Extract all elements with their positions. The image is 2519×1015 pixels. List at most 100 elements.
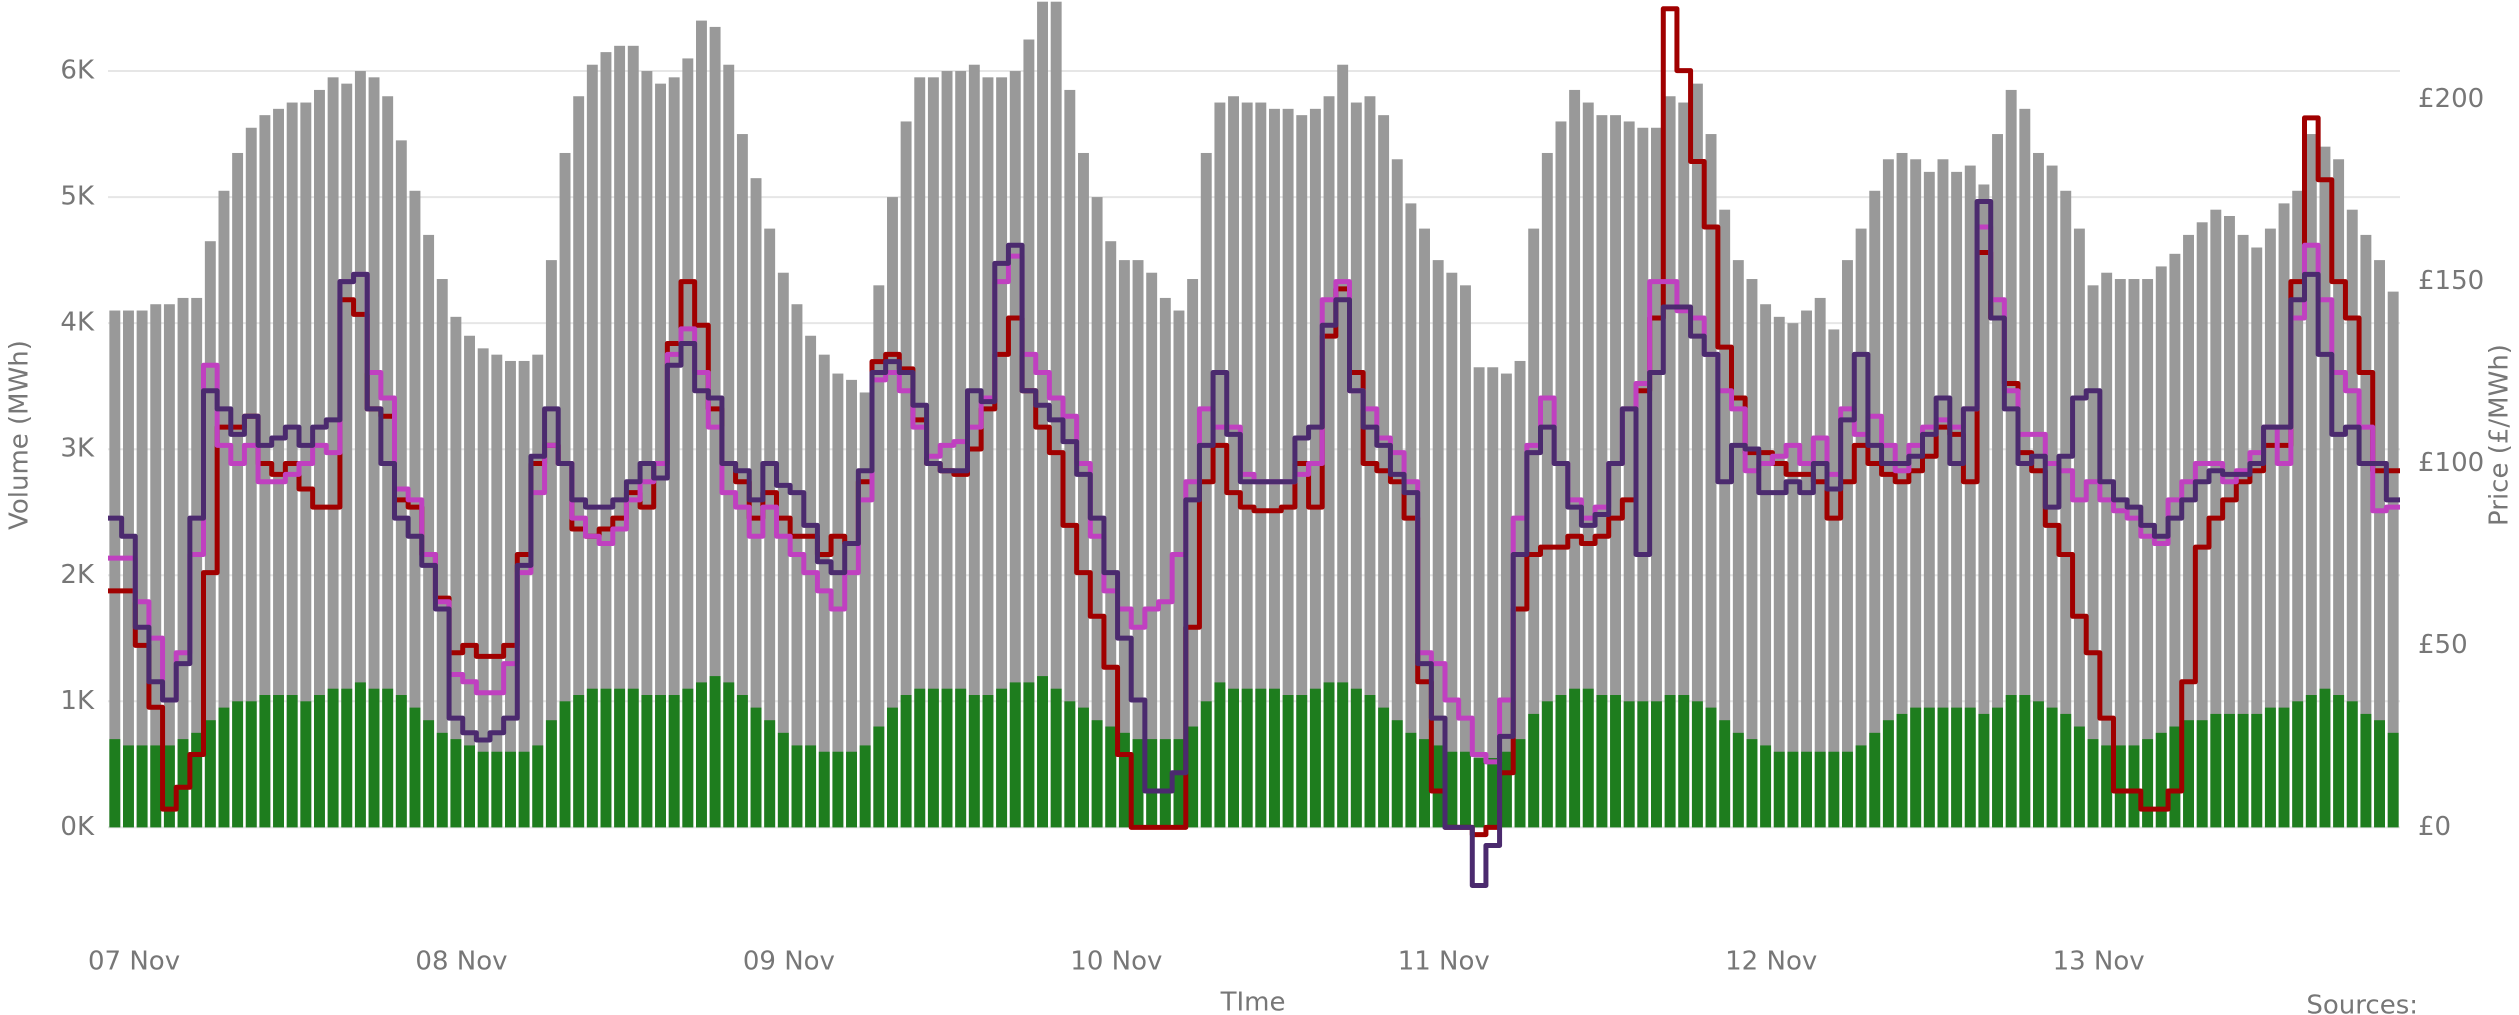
bar	[1528, 228, 1540, 828]
bar	[109, 739, 121, 828]
bar	[1814, 751, 1826, 828]
bar	[1391, 720, 1403, 828]
bar	[982, 77, 994, 828]
bar	[1842, 260, 1853, 828]
bar	[1732, 732, 1744, 828]
bar	[409, 707, 421, 828]
bar	[955, 71, 967, 828]
y-tick-label: 4K	[60, 308, 95, 338]
bar	[1173, 310, 1185, 828]
bar	[368, 688, 380, 828]
bar	[2033, 152, 2044, 828]
bar	[2305, 695, 2317, 828]
bar	[123, 310, 134, 828]
bar	[1882, 159, 1894, 828]
bar	[1118, 260, 1130, 828]
bar	[2305, 134, 2317, 828]
bar	[1432, 260, 1444, 828]
bar	[736, 695, 748, 828]
bar	[1610, 695, 1621, 828]
bar	[1760, 304, 1772, 828]
bar	[395, 140, 407, 828]
y2-tick-label: £50	[2418, 630, 2468, 660]
bar	[2251, 247, 2263, 828]
bar	[614, 688, 626, 828]
bar	[1473, 758, 1485, 828]
bar	[1405, 732, 1417, 828]
bar	[2278, 707, 2290, 828]
y2-tick-label: £200	[2418, 84, 2484, 114]
bar	[1146, 272, 1158, 828]
bar	[1460, 751, 1471, 828]
bar	[1610, 115, 1621, 828]
bar	[2114, 279, 2126, 828]
bar	[2251, 713, 2263, 828]
bar	[177, 297, 189, 828]
y-tick-label: 6K	[60, 56, 95, 86]
bar	[1419, 228, 1430, 828]
bar	[191, 732, 203, 828]
bar	[832, 373, 844, 828]
bar	[1091, 720, 1103, 828]
bar	[2333, 695, 2345, 828]
bar	[491, 751, 503, 828]
bar	[218, 190, 230, 828]
bar	[1923, 707, 1935, 828]
bar	[1323, 682, 1335, 828]
bar	[1910, 707, 1922, 828]
bar	[2060, 190, 2072, 828]
bar	[1500, 373, 1512, 828]
bar	[477, 348, 489, 828]
bar	[1200, 152, 1212, 828]
bar	[791, 745, 803, 828]
bar	[545, 720, 557, 828]
y-tick-label: 3K	[60, 434, 95, 464]
bar	[2060, 713, 2072, 828]
bar	[1664, 695, 1676, 828]
bar	[1378, 707, 1390, 828]
bar	[1187, 279, 1199, 828]
bar	[1323, 96, 1335, 828]
bar	[1173, 739, 1185, 828]
bar	[1869, 190, 1881, 828]
bar	[1787, 751, 1799, 828]
bar	[2019, 108, 2031, 828]
bar	[1691, 83, 1703, 828]
bar	[723, 64, 735, 828]
bar	[1937, 159, 1949, 828]
bar	[2128, 745, 2140, 828]
bar	[1309, 108, 1321, 828]
y-tick-label: 5K	[60, 182, 95, 212]
bar	[1350, 102, 1362, 828]
bar	[1214, 102, 1226, 828]
bar	[450, 316, 462, 828]
bar	[2387, 291, 2399, 828]
bar	[518, 751, 530, 828]
bar	[1596, 115, 1608, 828]
bar	[1541, 152, 1553, 828]
bar	[1773, 316, 1785, 828]
bar	[1023, 39, 1035, 828]
y2-axis-title: Price (£/MWh)	[2485, 344, 2515, 526]
bar	[382, 688, 394, 828]
bar	[2169, 726, 2181, 828]
x-tick-label: 10 Nov	[1070, 947, 1162, 977]
bar	[668, 695, 680, 828]
bar	[232, 701, 244, 828]
bar	[2264, 707, 2276, 828]
bar	[1582, 102, 1594, 828]
bar	[2360, 713, 2372, 828]
bar	[641, 71, 653, 828]
bar	[300, 701, 312, 828]
bar	[1555, 121, 1567, 828]
bar	[1446, 272, 1458, 828]
bar	[1801, 310, 1812, 828]
bar	[1241, 102, 1253, 828]
bar	[1255, 102, 1267, 828]
bar	[887, 197, 898, 828]
bar	[996, 77, 1008, 828]
bar	[791, 304, 803, 828]
bar	[750, 178, 762, 828]
bar	[464, 335, 475, 828]
bar	[1828, 329, 1840, 828]
